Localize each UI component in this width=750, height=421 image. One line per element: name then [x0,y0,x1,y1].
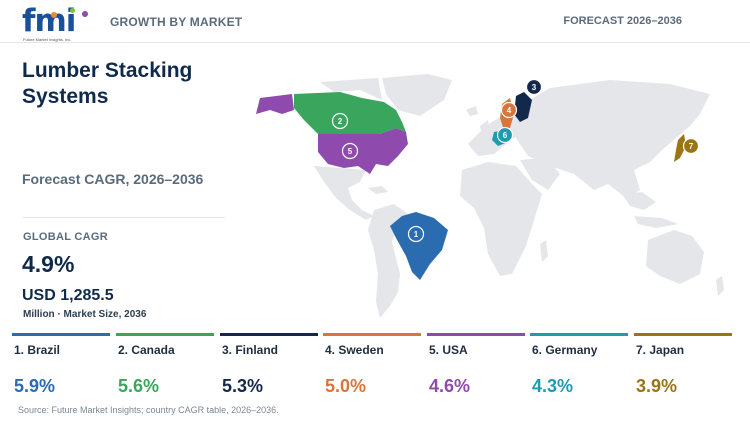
card-sweden-name: 4. Sweden [325,343,384,357]
land-masses [314,74,724,318]
card-finland-name: 3. Finland [222,343,279,357]
country-finland[interactable] [514,92,532,122]
marker-usa: 5 [341,142,359,160]
header-bar: fmi Future Market Insights, Inc. GROWTH … [0,0,750,43]
world-map: 1 2 3 4 5 6 7 [256,74,724,318]
land-south-america [368,204,408,318]
marker-canada-number: 2 [338,117,343,126]
card-canada-cagr: 5.6% [118,376,160,396]
logo-dot-green [70,8,75,13]
marker-sweden-circle [500,101,518,119]
growth-by-market-label: GROWTH BY MARKET [110,15,243,29]
card-germany-bar [530,333,628,336]
card-sweden-cagr: 5.0% [325,376,367,396]
global-cagr-label: GLOBAL CAGR [23,231,108,243]
land-mexico-central-america [314,166,374,220]
marker-canada: 2 [331,112,349,130]
card-brazil-bar [12,333,110,336]
country-japan[interactable] [674,134,686,162]
chart-subtitle: Forecast CAGR, 2026–2036 [22,171,204,187]
report-title: Lumber Stacking Systems [22,59,193,108]
marker-sweden-number: 4 [507,106,512,115]
global-cagr-value: 4.9% [22,251,75,277]
card-canada-bar [116,333,214,336]
land-asia [512,80,710,198]
card-usa-name: 5. USA [429,343,468,357]
card-finland-bar [220,333,318,336]
marker-brazil-number: 1 [414,230,419,239]
marker-brazil: 1 [407,225,425,243]
land-caribbean [368,186,388,194]
land-north-america-north [320,78,382,100]
land-africa [460,162,542,276]
card-finland[interactable]: 3. Finland 5.3% [220,333,318,403]
marker-canada-circle [331,112,349,130]
logo-dot-purple [82,11,88,17]
logo-wordmark: fmi [22,3,76,39]
land-indonesia [634,216,678,228]
marker-japan-circle [682,137,700,155]
marker-finland: 3 [525,78,543,96]
card-usa[interactable]: 5. USA 4.6% [427,333,525,403]
card-sweden-bar [323,333,421,336]
marker-finland-circle [525,78,543,96]
marker-japan-number: 7 [689,142,694,151]
marker-sweden: 4 [500,101,518,119]
marker-usa-circle [341,142,359,160]
marker-germany-circle [496,126,514,144]
card-canada-name: 2. Canada [118,343,175,357]
card-germany-name: 6. Germany [532,343,598,357]
card-germany-cagr: 4.3% [532,376,574,396]
marker-germany-number: 6 [503,131,508,140]
logo-tagline: Future Market Insights, Inc. [23,37,72,42]
land-iceland-uk [466,106,490,136]
market-size-value: USD 1,285.5 [22,287,114,304]
marker-finland-number: 3 [532,83,537,92]
card-usa-bar [427,333,525,336]
card-finland-cagr: 5.3% [222,376,264,396]
logo-dot-orange [51,12,57,18]
card-germany[interactable]: 6. Germany 4.3% [530,333,628,403]
source-note: Source: Future Market Insights; country … [18,405,279,415]
forecast-period-label: FORECAST 2026–2036 [563,15,682,27]
country-canada[interactable] [294,92,406,134]
card-brazil[interactable]: 1. Brazil 5.9% [12,333,110,403]
divider [22,217,225,218]
card-brazil-name: 1. Brazil [14,343,61,357]
marker-usa-number: 5 [348,147,353,156]
land-new-zealand [716,276,724,296]
country-alaska-usa[interactable] [256,94,294,114]
country-cagr-cards: 1. Brazil 5.9% 2. Canada 5.6% 3. Finland… [12,333,736,403]
card-usa-cagr: 4.6% [429,376,471,396]
country-usa[interactable] [318,128,408,174]
card-japan[interactable]: 7. Japan 3.9% [634,333,732,403]
land-australia [646,230,704,284]
market-size-label: Million · Market Size, 2036 [23,309,147,320]
card-brazil-cagr: 5.9% [14,376,56,396]
highlighted-countries [256,92,686,280]
card-japan-cagr: 3.9% [636,376,678,396]
land-middle-east [520,158,560,190]
country-markers: 1 2 3 4 5 6 7 [331,78,700,243]
land-southeast-asia [622,192,656,210]
marker-japan: 7 [682,137,700,155]
card-sweden[interactable]: 4. Sweden 5.0% [323,333,421,403]
land-greenland [382,74,452,116]
country-brazil[interactable] [390,212,448,280]
land-madagascar [540,240,548,262]
fmi-logo[interactable]: fmi Future Market Insights, Inc. [22,3,92,43]
card-canada[interactable]: 2. Canada 5.6% [116,333,214,403]
card-japan-bar [634,333,732,336]
marker-germany: 6 [496,126,514,144]
marker-brazil-circle [407,225,425,243]
card-japan-name: 7. Japan [636,343,685,357]
